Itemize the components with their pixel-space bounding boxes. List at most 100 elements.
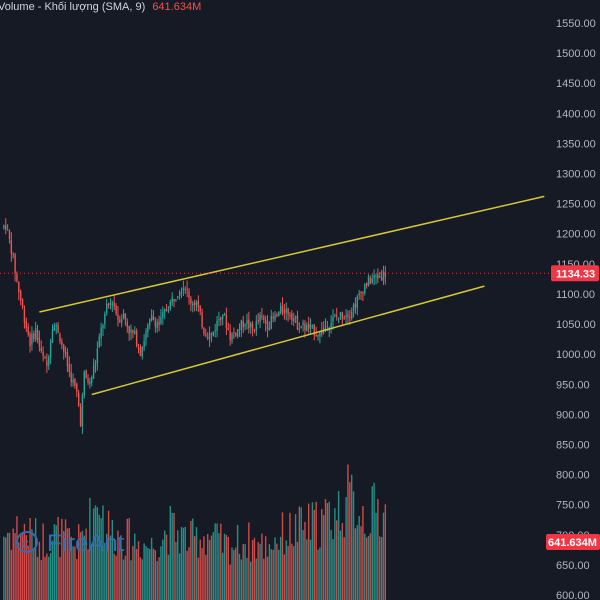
- candle-body: [354, 303, 357, 308]
- candle-body: [33, 333, 35, 340]
- volume-bar: [89, 497, 91, 600]
- candle-body: [23, 308, 26, 323]
- candle-body: [235, 333, 237, 336]
- candle-body: [364, 283, 366, 294]
- candle-body: [304, 323, 306, 331]
- volume-bar: [377, 498, 379, 600]
- y-axis-tick-label: 600.00: [556, 590, 590, 600]
- candle-body: [53, 326, 56, 331]
- volume-bar: [330, 529, 332, 600]
- volume-bar: [188, 547, 190, 600]
- candle-body: [199, 306, 201, 312]
- channel-upper-line: [39, 195, 545, 313]
- volume-badge-text: 641.634M: [548, 537, 597, 549]
- candle-body: [369, 278, 372, 284]
- candle-body: [293, 318, 295, 322]
- candle-body: [380, 277, 383, 280]
- y-axis-tick-label: 1500.00: [556, 48, 596, 60]
- candle-body: [214, 330, 216, 332]
- volume-bar: [53, 524, 56, 600]
- candle-body: [244, 324, 246, 326]
- volume-bar: [81, 530, 84, 600]
- candle-body: [212, 331, 215, 336]
- candle-body: [287, 308, 289, 315]
- candle-body: [40, 347, 42, 351]
- volume-bar: [259, 543, 261, 600]
- candle-body: [29, 333, 31, 347]
- volume-bar: [306, 539, 308, 600]
- volume-bar: [199, 539, 201, 600]
- volume-bar: [122, 559, 125, 600]
- volume-bar: [25, 535, 28, 600]
- y-axis-tick-label: 800.00: [556, 470, 590, 482]
- y-axis-tick-label: 1550.00: [556, 18, 596, 30]
- candle-body: [210, 333, 213, 335]
- volume-bar: [57, 516, 59, 600]
- volume-bar: [98, 514, 100, 600]
- volume-bar: [291, 543, 293, 600]
- candle-body: [102, 324, 104, 329]
- y-axis-tick-label: 900.00: [556, 409, 590, 421]
- candle-body: [307, 323, 310, 329]
- candle-body: [255, 321, 258, 331]
- volume-bar: [76, 558, 78, 600]
- candle-body: [190, 298, 192, 304]
- candle-body: [238, 328, 241, 330]
- volume-bar: [147, 547, 149, 600]
- copyright-icon: [16, 531, 38, 553]
- volume-bar: [334, 508, 336, 600]
- volume-bar: [182, 527, 185, 600]
- candle-body: [156, 322, 158, 329]
- candle-body: [349, 317, 351, 319]
- volume-bar: [21, 532, 24, 600]
- volume-bar: [251, 540, 254, 600]
- candle-body: [192, 303, 194, 306]
- candle-body: [113, 302, 115, 307]
- candle-body: [147, 325, 149, 333]
- volume-bar: [354, 528, 357, 600]
- y-axis-tick-label: 850.00: [556, 439, 590, 451]
- candle-body: [208, 333, 211, 339]
- candle-body: [311, 324, 314, 326]
- candle-body: [268, 327, 271, 331]
- candle-body: [44, 356, 46, 359]
- trend-channel: [39, 195, 545, 396]
- candle-body: [384, 272, 387, 277]
- volume-bar: [345, 497, 347, 600]
- candle-body: [158, 321, 160, 325]
- volume-bar: [158, 557, 160, 600]
- volume-bar: [343, 537, 345, 600]
- candle-body: [141, 346, 143, 357]
- candle-body: [165, 309, 168, 311]
- volume-bar: [322, 515, 325, 600]
- volume-bar: [59, 557, 61, 600]
- candle-body: [276, 314, 278, 316]
- volume-bar: [315, 501, 317, 600]
- candle-body: [261, 315, 263, 317]
- candle-body: [337, 317, 340, 319]
- y-axis-tick-label: 1200.00: [556, 229, 596, 241]
- volume-bar: [96, 507, 99, 600]
- volume-bar: [321, 509, 323, 600]
- volume-bar: [218, 533, 220, 600]
- volume-bar: [14, 533, 16, 600]
- volume-bar: [141, 559, 143, 600]
- candle-body: [49, 341, 52, 358]
- volume-bar: [382, 512, 385, 600]
- volume-bar: [304, 521, 306, 600]
- last-price-badge: [551, 265, 599, 282]
- volume-bar: [246, 557, 248, 600]
- volume-bar: [111, 520, 114, 600]
- volume-bar: [242, 544, 244, 600]
- volume-bar: [149, 548, 151, 600]
- candle-body: [233, 331, 235, 333]
- volume-bar: [229, 564, 231, 600]
- candle-body: [379, 276, 381, 278]
- candle-body: [263, 316, 265, 320]
- candle-body: [64, 352, 67, 354]
- volume-bar: [193, 536, 196, 600]
- y-axis-tick-label: 1350.00: [556, 138, 596, 150]
- candle-body: [336, 315, 338, 317]
- volume-bar: [214, 523, 216, 600]
